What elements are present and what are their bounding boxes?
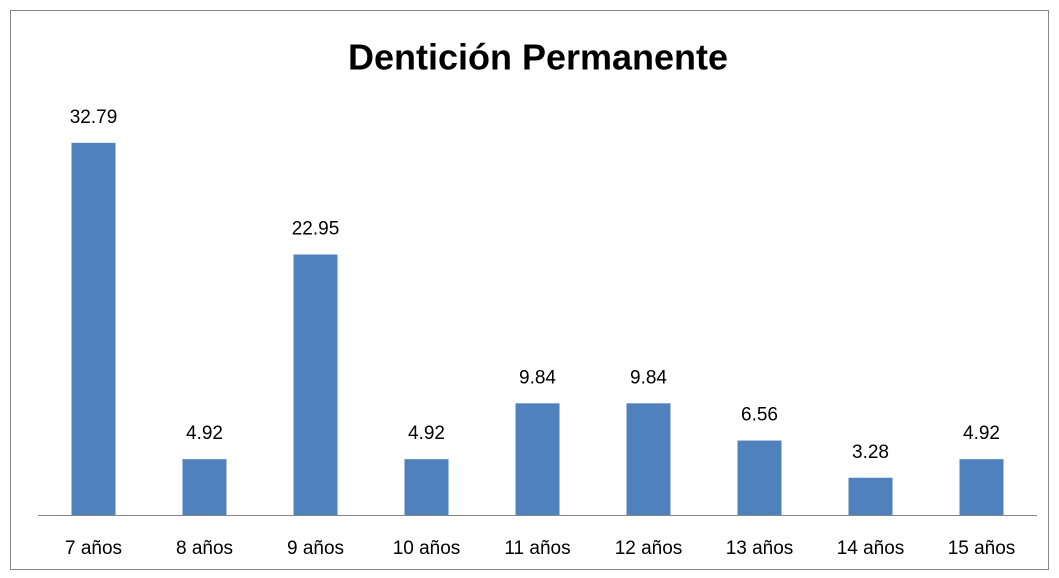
data-label: 3.28 xyxy=(852,442,889,463)
bar xyxy=(737,440,782,515)
bar xyxy=(626,403,671,515)
x-tick-label: 15 años xyxy=(948,538,1016,559)
data-label: 22.95 xyxy=(292,219,340,240)
chart-title: Dentición Permanente xyxy=(348,37,728,78)
data-label: 32.79 xyxy=(70,107,118,128)
bar xyxy=(71,142,116,515)
x-tick-label: 14 años xyxy=(837,538,905,559)
bar xyxy=(959,459,1004,515)
data-label: 9.84 xyxy=(630,367,667,388)
x-tick-label: 12 años xyxy=(615,538,683,559)
x-tick-label: 10 años xyxy=(393,538,461,559)
x-tick-label: 8 años xyxy=(176,538,233,559)
x-tick-label: 9 años xyxy=(287,538,344,559)
bar xyxy=(515,403,560,515)
data-label: 4.92 xyxy=(186,423,223,444)
bar xyxy=(182,459,227,515)
x-tick-label: 11 años xyxy=(504,538,570,559)
data-label: 9.84 xyxy=(519,367,556,388)
bar xyxy=(293,254,338,515)
x-tick-label: 13 años xyxy=(726,538,794,559)
bar xyxy=(404,459,449,515)
data-label: 6.56 xyxy=(741,405,778,426)
data-label: 4.92 xyxy=(408,423,445,444)
x-tick-label: 7 años xyxy=(65,538,122,559)
data-label: 4.92 xyxy=(963,423,1000,444)
bar xyxy=(848,477,893,515)
